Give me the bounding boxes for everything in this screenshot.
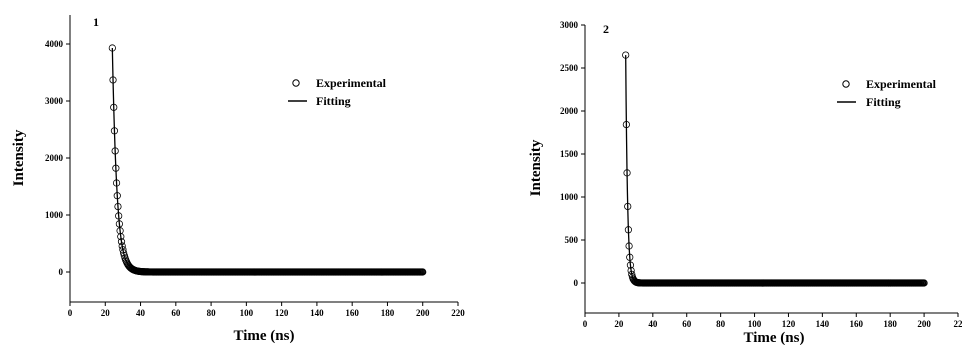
experimental-point xyxy=(622,51,630,59)
experimental-point xyxy=(623,169,631,177)
x-tick-label: 180 xyxy=(381,308,395,318)
legend-label-fitting: Fitting xyxy=(316,94,351,108)
legend: Experimental Fitting xyxy=(288,76,387,108)
experimental-point xyxy=(113,192,121,200)
x-tick-label: 20 xyxy=(101,308,111,318)
x-tick-label: 40 xyxy=(136,308,146,318)
x-axis-title: Time (ns) xyxy=(234,328,295,344)
x-tick-label: 160 xyxy=(850,319,864,329)
legend-label-experimental: Experimental xyxy=(866,77,937,91)
x-tick-label: 100 xyxy=(240,308,254,318)
experimental-point xyxy=(626,261,635,269)
experimental-point xyxy=(117,238,126,246)
y-tick-label: 2000 xyxy=(560,106,579,116)
experimental-point xyxy=(116,227,124,235)
x-tick-label: 60 xyxy=(682,319,692,329)
x-tick-label: 80 xyxy=(207,308,217,318)
ticks: 0 20 40 60 80 100 120 140 160 180 200 2205001000150… xyxy=(560,20,962,329)
legend-marker-experimental xyxy=(292,79,300,87)
experimental-point xyxy=(117,233,125,241)
data-marks xyxy=(622,51,928,287)
legend-label-fitting: Fitting xyxy=(866,95,901,109)
y-tick-label: 1500 xyxy=(560,149,579,159)
chart-panel-1: 1 Intensity Time (ns) Experimental Fitti… xyxy=(11,15,465,344)
experimental-point xyxy=(118,242,126,250)
chart-panel-2: 2 Intensity Time (ns) Experimental Fitti… xyxy=(528,20,962,345)
x-tick-label: 120 xyxy=(275,308,289,318)
x-tick-label: 0 xyxy=(583,319,588,329)
data-marks xyxy=(108,44,427,276)
ticks: 0 20 40 60 80 100 120 140 160 180 200 220 0 1000 2000 3… xyxy=(45,39,465,318)
experimental-point xyxy=(114,202,122,211)
y-tick-label: 2000 xyxy=(45,153,64,163)
experimental-point xyxy=(110,103,118,111)
y-axis-title: Intensity xyxy=(528,139,544,196)
x-tick-label: 220 xyxy=(451,308,465,318)
y-tick-label: 500 xyxy=(565,235,579,245)
y-tick-label: 1000 xyxy=(45,210,64,220)
x-tick-label: 60 xyxy=(171,308,181,318)
x-tick-label: 100 xyxy=(748,319,762,329)
legend-label-experimental: Experimental xyxy=(316,76,387,90)
panel-label: 2 xyxy=(603,22,609,36)
legend: Experimental Fitting xyxy=(837,77,937,109)
x-tick-label: 180 xyxy=(883,319,897,329)
x-tick-label: 20 xyxy=(614,319,624,329)
x-tick-label: 200 xyxy=(917,319,931,329)
experimental-point xyxy=(625,242,633,250)
y-tick-label: 0 xyxy=(574,278,579,288)
x-tick-label: 22 xyxy=(954,319,962,329)
experimental-point xyxy=(111,147,119,155)
x-tick-label: 40 xyxy=(648,319,658,329)
y-tick-label: 1000 xyxy=(560,192,579,202)
x-tick-label: 140 xyxy=(310,308,324,318)
experimental-point xyxy=(419,268,427,276)
experimental-point xyxy=(622,120,630,129)
experimental-point xyxy=(626,253,634,261)
y-tick-label: 3000 xyxy=(45,96,64,106)
experimental-point xyxy=(624,202,632,211)
panel-label: 1 xyxy=(93,15,99,29)
y-tick-label: 4000 xyxy=(45,39,64,49)
experimental-point xyxy=(115,220,123,228)
experimental-point xyxy=(624,226,633,234)
experimental-point xyxy=(112,179,121,187)
x-tick-label: 200 xyxy=(416,308,430,318)
x-tick-label: 80 xyxy=(716,319,726,329)
x-tick-label: 120 xyxy=(782,319,796,329)
x-tick-label: 140 xyxy=(816,319,830,329)
y-axis-title: Intensity xyxy=(11,129,27,186)
experimental-point xyxy=(109,76,117,84)
legend-marker-experimental xyxy=(842,80,850,88)
x-axis-title: Time (ns) xyxy=(744,330,805,345)
experimental-point xyxy=(108,44,116,52)
y-tick-label: 3000 xyxy=(560,20,579,30)
x-tick-label: 160 xyxy=(345,308,359,318)
x-tick-label: 0 xyxy=(68,308,73,318)
experimental-point xyxy=(920,279,928,287)
experimental-point xyxy=(110,127,119,135)
y-tick-label: 0 xyxy=(59,267,64,277)
experimental-point xyxy=(120,249,128,257)
experimental-point xyxy=(112,164,120,172)
experimental-point xyxy=(115,212,123,220)
y-tick-label: 2500 xyxy=(560,63,579,73)
